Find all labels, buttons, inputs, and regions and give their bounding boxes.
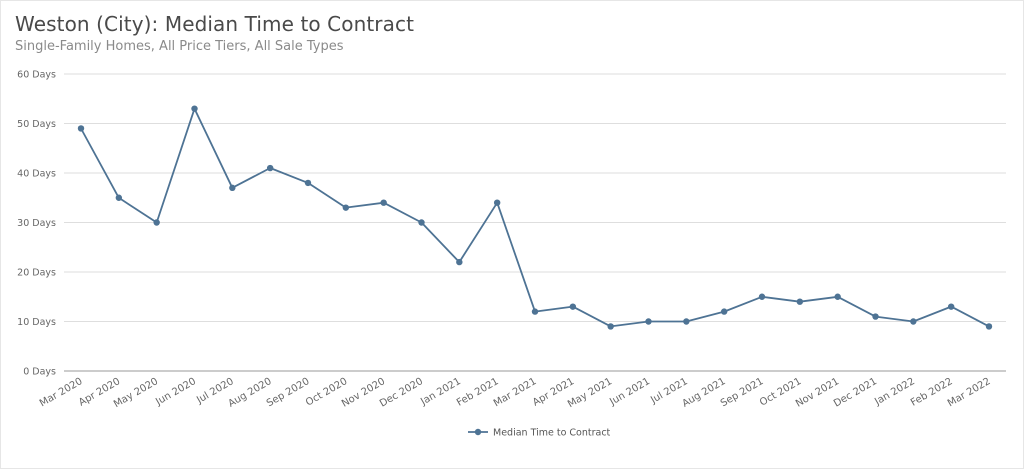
data-point[interactable] [645, 318, 652, 325]
data-point[interactable] [266, 164, 274, 172]
y-tick-label: 0 Days [23, 367, 56, 378]
x-tick-label: Dec 2021 [832, 376, 879, 410]
x-tick-label: Mar 2020 [38, 376, 85, 409]
x-tick-label: Sep 2020 [265, 376, 312, 409]
x-tick-label: Sep 2021 [719, 376, 766, 409]
x-tick-label: Jun 2020 [153, 376, 198, 408]
data-point[interactable] [191, 105, 198, 112]
x-tick-label: Mar 2022 [946, 376, 993, 409]
chart-title: Weston (City): Median Time to Contract [15, 12, 415, 36]
y-tick-label: 40 Days [17, 169, 56, 180]
x-tick-label: Mar 2021 [492, 376, 539, 409]
data-point[interactable] [910, 318, 917, 325]
data-point[interactable] [342, 204, 350, 211]
data-point[interactable] [758, 293, 766, 300]
data-point[interactable] [834, 293, 841, 300]
data-point[interactable] [153, 219, 160, 226]
series-line [80, 107, 990, 328]
data-point[interactable] [115, 194, 123, 201]
data-point[interactable] [77, 125, 85, 132]
series-group [77, 105, 993, 330]
data-point[interactable] [493, 199, 501, 206]
gridlines [64, 73, 1006, 372]
data-point[interactable] [569, 303, 577, 310]
x-tick-label: Jan 2021 [418, 376, 463, 408]
x-tick-label: Jun 2021 [607, 376, 652, 408]
data-point[interactable] [229, 184, 236, 192]
y-tick-label: 60 Days [17, 70, 56, 81]
y-tick-label: 20 Days [17, 268, 56, 279]
y-tick-label: 30 Days [17, 218, 56, 229]
data-point[interactable] [456, 258, 463, 266]
data-point[interactable] [304, 179, 312, 187]
y-axis-ticks: 0 Days 10 Days 20 Days 30 Days 40 Days 50 Day… [17, 70, 56, 378]
data-point[interactable] [380, 199, 387, 206]
chart-subtitle: Single-Family Homes, All Price Tiers, Al… [15, 39, 344, 54]
data-point[interactable] [796, 298, 804, 305]
data-point[interactable] [683, 318, 690, 325]
data-point[interactable] [985, 323, 993, 330]
data-point[interactable] [872, 313, 879, 320]
legend-marker-swatch [474, 428, 482, 436]
data-point[interactable] [947, 303, 955, 310]
data-point[interactable] [531, 308, 539, 315]
data-point[interactable] [607, 323, 614, 330]
y-tick-label: 50 Days [17, 119, 56, 130]
legend[interactable]: Median Time to Contract [468, 428, 611, 439]
x-tick-label: Jan 2022 [872, 376, 917, 408]
y-tick-label: 10 Days [17, 317, 56, 328]
data-point[interactable] [720, 308, 728, 315]
data-point[interactable] [418, 219, 425, 226]
x-tick-label: Dec 2020 [378, 376, 425, 410]
legend-label[interactable]: Median Time to Contract [493, 428, 611, 439]
